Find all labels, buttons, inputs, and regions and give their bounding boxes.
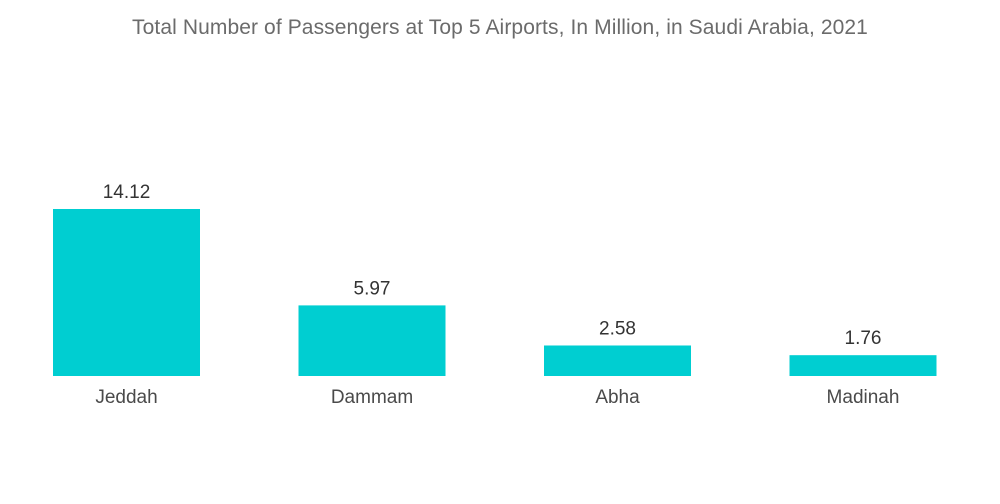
bar-madinah <box>789 355 937 376</box>
bar-abha <box>544 345 691 376</box>
data-label-abha: 2.58 <box>599 318 636 339</box>
category-label-madinah: Madinah <box>827 387 900 408</box>
bar-jeddah <box>53 209 200 376</box>
category-label-jeddah: Jeddah <box>95 387 157 408</box>
bar-dammam <box>298 305 446 376</box>
data-label-jeddah: 14.12 <box>103 182 151 203</box>
chart-title: Total Number of Passengers at Top 5 Airp… <box>132 16 868 39</box>
data-label-madinah: 1.76 <box>845 328 882 349</box>
data-label-dammam: 5.97 <box>354 278 391 299</box>
category-label-dammam: Dammam <box>331 387 413 408</box>
category-label-abha: Abha <box>595 387 640 408</box>
